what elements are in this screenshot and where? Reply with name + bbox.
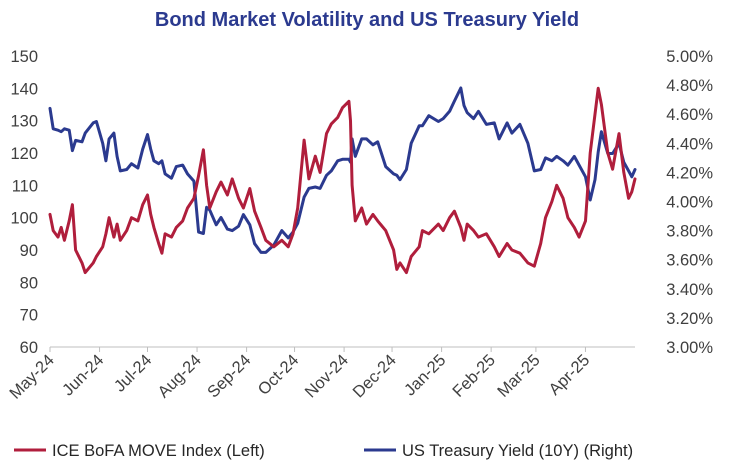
left-tick-label: 80 — [20, 274, 38, 292]
legend-yield-label: US Treasury Yield (10Y) (Right) — [402, 442, 633, 460]
right-tick-label: 4.80% — [666, 77, 713, 95]
x-tick-label: Mar-25 — [494, 351, 544, 401]
right-tick-label: 4.20% — [666, 164, 713, 182]
left-tick-label: 130 — [10, 113, 38, 131]
right-tick-label: 4.40% — [666, 135, 713, 153]
left-tick-label: 100 — [10, 210, 38, 228]
x-tick-label: Dec-24 — [350, 351, 400, 401]
x-tick-label: Sep-24 — [204, 351, 254, 401]
x-tick-label: Oct-24 — [255, 351, 303, 399]
x-tick-label: Jun-24 — [59, 351, 107, 399]
left-tick-label: 90 — [20, 242, 38, 260]
left-tick-label: 140 — [10, 80, 38, 98]
legend-move-label: ICE BoFA MOVE Index (Left) — [52, 442, 265, 460]
x-tick-label: Feb-25 — [449, 351, 499, 401]
right-tick-label: 3.80% — [666, 223, 713, 241]
chart-title: Bond Market Volatility and US Treasury Y… — [155, 9, 579, 31]
right-tick-label: 4.00% — [666, 194, 713, 212]
move-index-line — [48, 86, 637, 275]
x-tick-label: Aug-24 — [155, 351, 205, 401]
left-tick-label: 60 — [20, 339, 38, 357]
x-axis-ticks: May-24 Jun-24 Jul-24 Aug-24 Sep-24 Oct-24 Nov-… — [6, 347, 593, 403]
right-tick-label: 3.00% — [666, 339, 713, 357]
right-tick-label: 4.60% — [666, 106, 713, 124]
right-tick-label: 3.40% — [666, 281, 713, 299]
left-tick-label: 120 — [10, 145, 38, 163]
left-tick-label: 110 — [12, 177, 38, 195]
x-tick-label: Jan-25 — [401, 351, 449, 399]
left-tick-label: 150 — [10, 48, 38, 66]
series-lines — [48, 86, 637, 275]
x-tick-label: Nov-24 — [302, 351, 352, 401]
right-tick-label: 3.20% — [666, 310, 713, 328]
right-tick-label: 5.00% — [666, 48, 713, 66]
treasury-yield-line — [48, 86, 637, 254]
x-tick-label: Jul-24 — [111, 351, 156, 396]
right-tick-label: 3.60% — [666, 252, 713, 270]
right-axis-ticks: 3.00% 3.20% 3.40% 3.60% 3.80% 4.00% 4.20% 4.40%… — [666, 48, 713, 357]
left-tick-label: 70 — [20, 307, 38, 325]
legend: ICE BoFA MOVE Index (Left) US Treasury Yi… — [14, 442, 633, 460]
x-tick-label: May-24 — [6, 351, 58, 403]
x-tick-label: Apr-25 — [546, 351, 594, 399]
left-axis-ticks: 60 70 80 90 100 110 120 130 140 150 — [10, 48, 38, 357]
